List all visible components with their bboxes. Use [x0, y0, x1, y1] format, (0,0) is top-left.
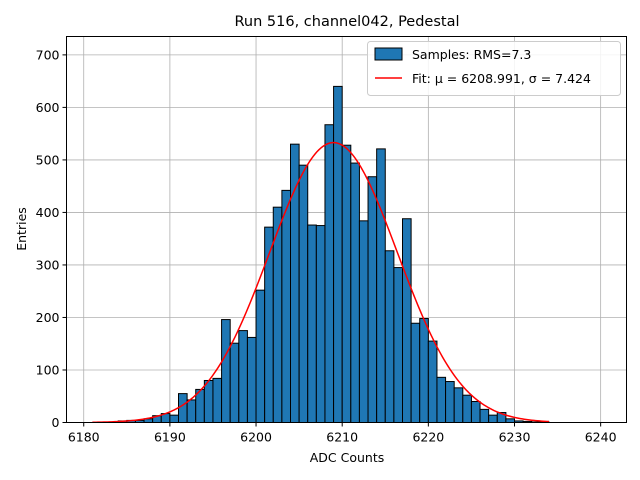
histogram-bar [324, 124, 335, 423]
y-tick-label: 0 [52, 415, 60, 430]
x-tick-label: 6210 [326, 430, 358, 445]
histogram-bar [479, 408, 490, 424]
legend-label-samples: Samples: RMS=7.3 [412, 47, 531, 62]
histogram-bar [229, 342, 240, 423]
histogram-bar [427, 340, 438, 423]
histogram-bar [350, 162, 360, 423]
histogram-bar [169, 414, 179, 423]
histogram-bar [402, 218, 412, 423]
y-axis-label: Entries [14, 207, 29, 251]
chart-title: Run 516, channel042, Pedestal [234, 14, 459, 30]
histogram-bar [462, 394, 472, 424]
histogram-bar [238, 330, 248, 424]
histogram-bar [255, 289, 266, 423]
histogram-bar [410, 322, 421, 423]
x-axis-label: ADC Counts [310, 450, 385, 465]
histogram-bar [505, 418, 515, 424]
legend-swatch-samples [374, 47, 403, 61]
legend-label-fit: Fit: μ = 6208.991, σ = 7.424 [412, 71, 591, 86]
histogram-bar [453, 387, 464, 423]
gaussian-fit-curve [92, 141, 549, 424]
y-tick-label: 100 [36, 362, 60, 377]
x-tick-label: 6200 [240, 430, 272, 445]
histogram-bar [186, 399, 197, 424]
histogram-bar [246, 336, 257, 424]
x-tick-label: 6230 [499, 430, 531, 445]
histogram-bar [419, 318, 429, 423]
histogram-bar [436, 376, 447, 424]
histogram-bar [445, 381, 455, 424]
y-tick-label: 200 [36, 310, 60, 325]
plot-frame [66, 36, 627, 423]
histogram-bar [221, 319, 231, 424]
histogram-bars [117, 85, 550, 424]
histogram-bar [384, 250, 395, 423]
histogram-bar [488, 414, 498, 423]
histogram-bar [470, 400, 481, 423]
y-tick-label: 600 [36, 100, 60, 115]
histogram-bar [393, 267, 403, 423]
histogram-bar [315, 225, 326, 423]
y-tick-label: 700 [36, 47, 60, 62]
x-tick-label: 6190 [154, 430, 186, 445]
histogram-bar [307, 224, 317, 423]
histogram-bar [358, 220, 369, 423]
y-tick-label: 300 [36, 257, 60, 272]
histogram-bar [367, 176, 378, 423]
histogram-bar [212, 377, 223, 423]
x-axis-ticks: 6180 6190 6200 6210 6220 6230 6240 [68, 422, 617, 445]
histogram-bar [341, 144, 352, 423]
y-tick-label: 500 [36, 152, 60, 167]
histogram-bar [376, 148, 386, 424]
histogram-bar [264, 226, 274, 423]
histogram-bar [178, 393, 188, 423]
histogram-bar [281, 189, 291, 423]
histogram-bar [203, 379, 214, 423]
y-tick-label: 400 [36, 205, 60, 220]
legend: Samples: RMS=7.3 Fit: μ = 6208.991, σ = … [367, 41, 621, 96]
x-tick-label: 6240 [585, 430, 617, 445]
histogram-bar [290, 143, 300, 424]
x-tick-label: 6180 [68, 430, 100, 445]
histogram-bar [333, 85, 343, 424]
y-axis-ticks: 0 100 200 300 400 500 600 700 [36, 47, 67, 430]
legend-box [367, 41, 621, 96]
x-tick-label: 6220 [412, 430, 444, 445]
histogram-bar [298, 164, 309, 424]
